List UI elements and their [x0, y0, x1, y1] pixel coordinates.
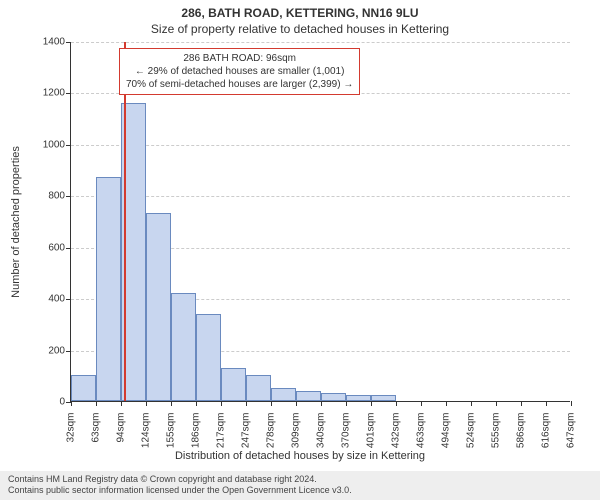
x-tick-mark: [271, 401, 272, 406]
x-tick-mark: [71, 401, 72, 406]
x-tick-mark: [421, 401, 422, 406]
y-tick-label: 0: [59, 397, 71, 408]
histogram-bar: [346, 395, 371, 401]
x-tick-mark: [296, 401, 297, 406]
histogram-bar: [171, 293, 196, 401]
annotation-box: 286 BATH ROAD: 96sqm ← 29% of detached h…: [119, 48, 360, 95]
y-tick-label: 1000: [43, 139, 71, 150]
y-tick-label: 1400: [43, 37, 71, 48]
x-tick-mark: [446, 401, 447, 406]
x-tick-label: 32sqm: [66, 413, 77, 443]
footer-line-2: Contains public sector information licen…: [8, 485, 592, 497]
x-tick-label: 124sqm: [141, 413, 152, 449]
plot-area: 286 BATH ROAD: 96sqm ← 29% of detached h…: [70, 42, 570, 402]
x-tick-label: 94sqm: [116, 413, 127, 443]
y-tick-label: 600: [48, 242, 71, 253]
x-tick-label: 217sqm: [216, 413, 227, 449]
x-tick-mark: [471, 401, 472, 406]
footer: Contains HM Land Registry data © Crown c…: [0, 471, 600, 500]
x-tick-mark: [546, 401, 547, 406]
footer-line-1: Contains HM Land Registry data © Crown c…: [8, 474, 592, 486]
x-tick-label: 432sqm: [391, 413, 402, 449]
x-tick-mark: [196, 401, 197, 406]
x-tick-label: 155sqm: [166, 413, 177, 449]
x-tick-label: 309sqm: [291, 413, 302, 449]
x-tick-mark: [371, 401, 372, 406]
gridline: [71, 42, 570, 43]
x-tick-mark: [496, 401, 497, 406]
histogram-bar: [246, 375, 271, 401]
x-tick-mark: [171, 401, 172, 406]
x-tick-mark: [246, 401, 247, 406]
x-tick-mark: [96, 401, 97, 406]
histogram-bar: [371, 395, 396, 401]
chart-title-sub: Size of property relative to detached ho…: [0, 20, 600, 36]
x-tick-label: 186sqm: [191, 413, 202, 449]
x-tick-label: 494sqm: [441, 413, 452, 449]
chart-title-main: 286, BATH ROAD, KETTERING, NN16 9LU: [0, 0, 600, 20]
x-tick-mark: [346, 401, 347, 406]
y-tick-label: 1200: [43, 88, 71, 99]
x-tick-label: 555sqm: [491, 413, 502, 449]
x-tick-mark: [521, 401, 522, 406]
x-tick-mark: [396, 401, 397, 406]
x-tick-mark: [146, 401, 147, 406]
annotation-line-2: ← 29% of detached houses are smaller (1,…: [126, 65, 353, 78]
y-axis-label: Number of detached properties: [10, 146, 22, 298]
x-tick-mark: [571, 401, 572, 406]
histogram-bar: [296, 391, 321, 401]
x-tick-label: 524sqm: [466, 413, 477, 449]
x-axis-label: Distribution of detached houses by size …: [175, 450, 425, 462]
x-tick-label: 63sqm: [91, 413, 102, 443]
x-tick-mark: [221, 401, 222, 406]
y-tick-label: 200: [48, 345, 71, 356]
histogram-bar: [196, 314, 221, 401]
annotation-line-3: 70% of semi-detached houses are larger (…: [126, 78, 353, 91]
x-tick-label: 616sqm: [541, 413, 552, 449]
annotation-line-1: 286 BATH ROAD: 96sqm: [126, 52, 353, 65]
y-tick-label: 400: [48, 294, 71, 305]
marker-line: [124, 42, 126, 401]
x-tick-label: 278sqm: [266, 413, 277, 449]
histogram-bar: [321, 393, 346, 401]
x-tick-label: 647sqm: [566, 413, 577, 449]
x-tick-label: 586sqm: [516, 413, 527, 449]
chart-container: 286, BATH ROAD, KETTERING, NN16 9LU Size…: [0, 0, 600, 500]
y-tick-label: 800: [48, 191, 71, 202]
x-tick-label: 340sqm: [316, 413, 327, 449]
x-tick-label: 370sqm: [341, 413, 352, 449]
histogram-bar: [71, 375, 96, 401]
x-tick-label: 401sqm: [366, 413, 377, 449]
histogram-bar: [146, 213, 171, 401]
histogram-bar: [96, 177, 121, 401]
x-tick-mark: [321, 401, 322, 406]
histogram-bar: [221, 368, 246, 401]
x-tick-label: 463sqm: [416, 413, 427, 449]
x-tick-mark: [121, 401, 122, 406]
histogram-bar: [271, 388, 296, 401]
x-tick-label: 247sqm: [241, 413, 252, 449]
